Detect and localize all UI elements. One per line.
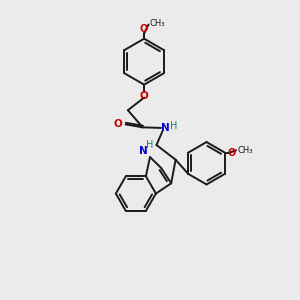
Text: O: O xyxy=(140,91,148,101)
Text: H: H xyxy=(146,140,153,150)
Text: CH₃: CH₃ xyxy=(149,20,165,28)
Text: H: H xyxy=(170,121,178,130)
Text: N: N xyxy=(161,123,170,133)
Text: O: O xyxy=(114,119,123,129)
Text: O: O xyxy=(228,148,236,158)
Text: CH₃: CH₃ xyxy=(237,146,253,155)
Text: O: O xyxy=(140,24,148,34)
Text: N: N xyxy=(139,146,148,156)
